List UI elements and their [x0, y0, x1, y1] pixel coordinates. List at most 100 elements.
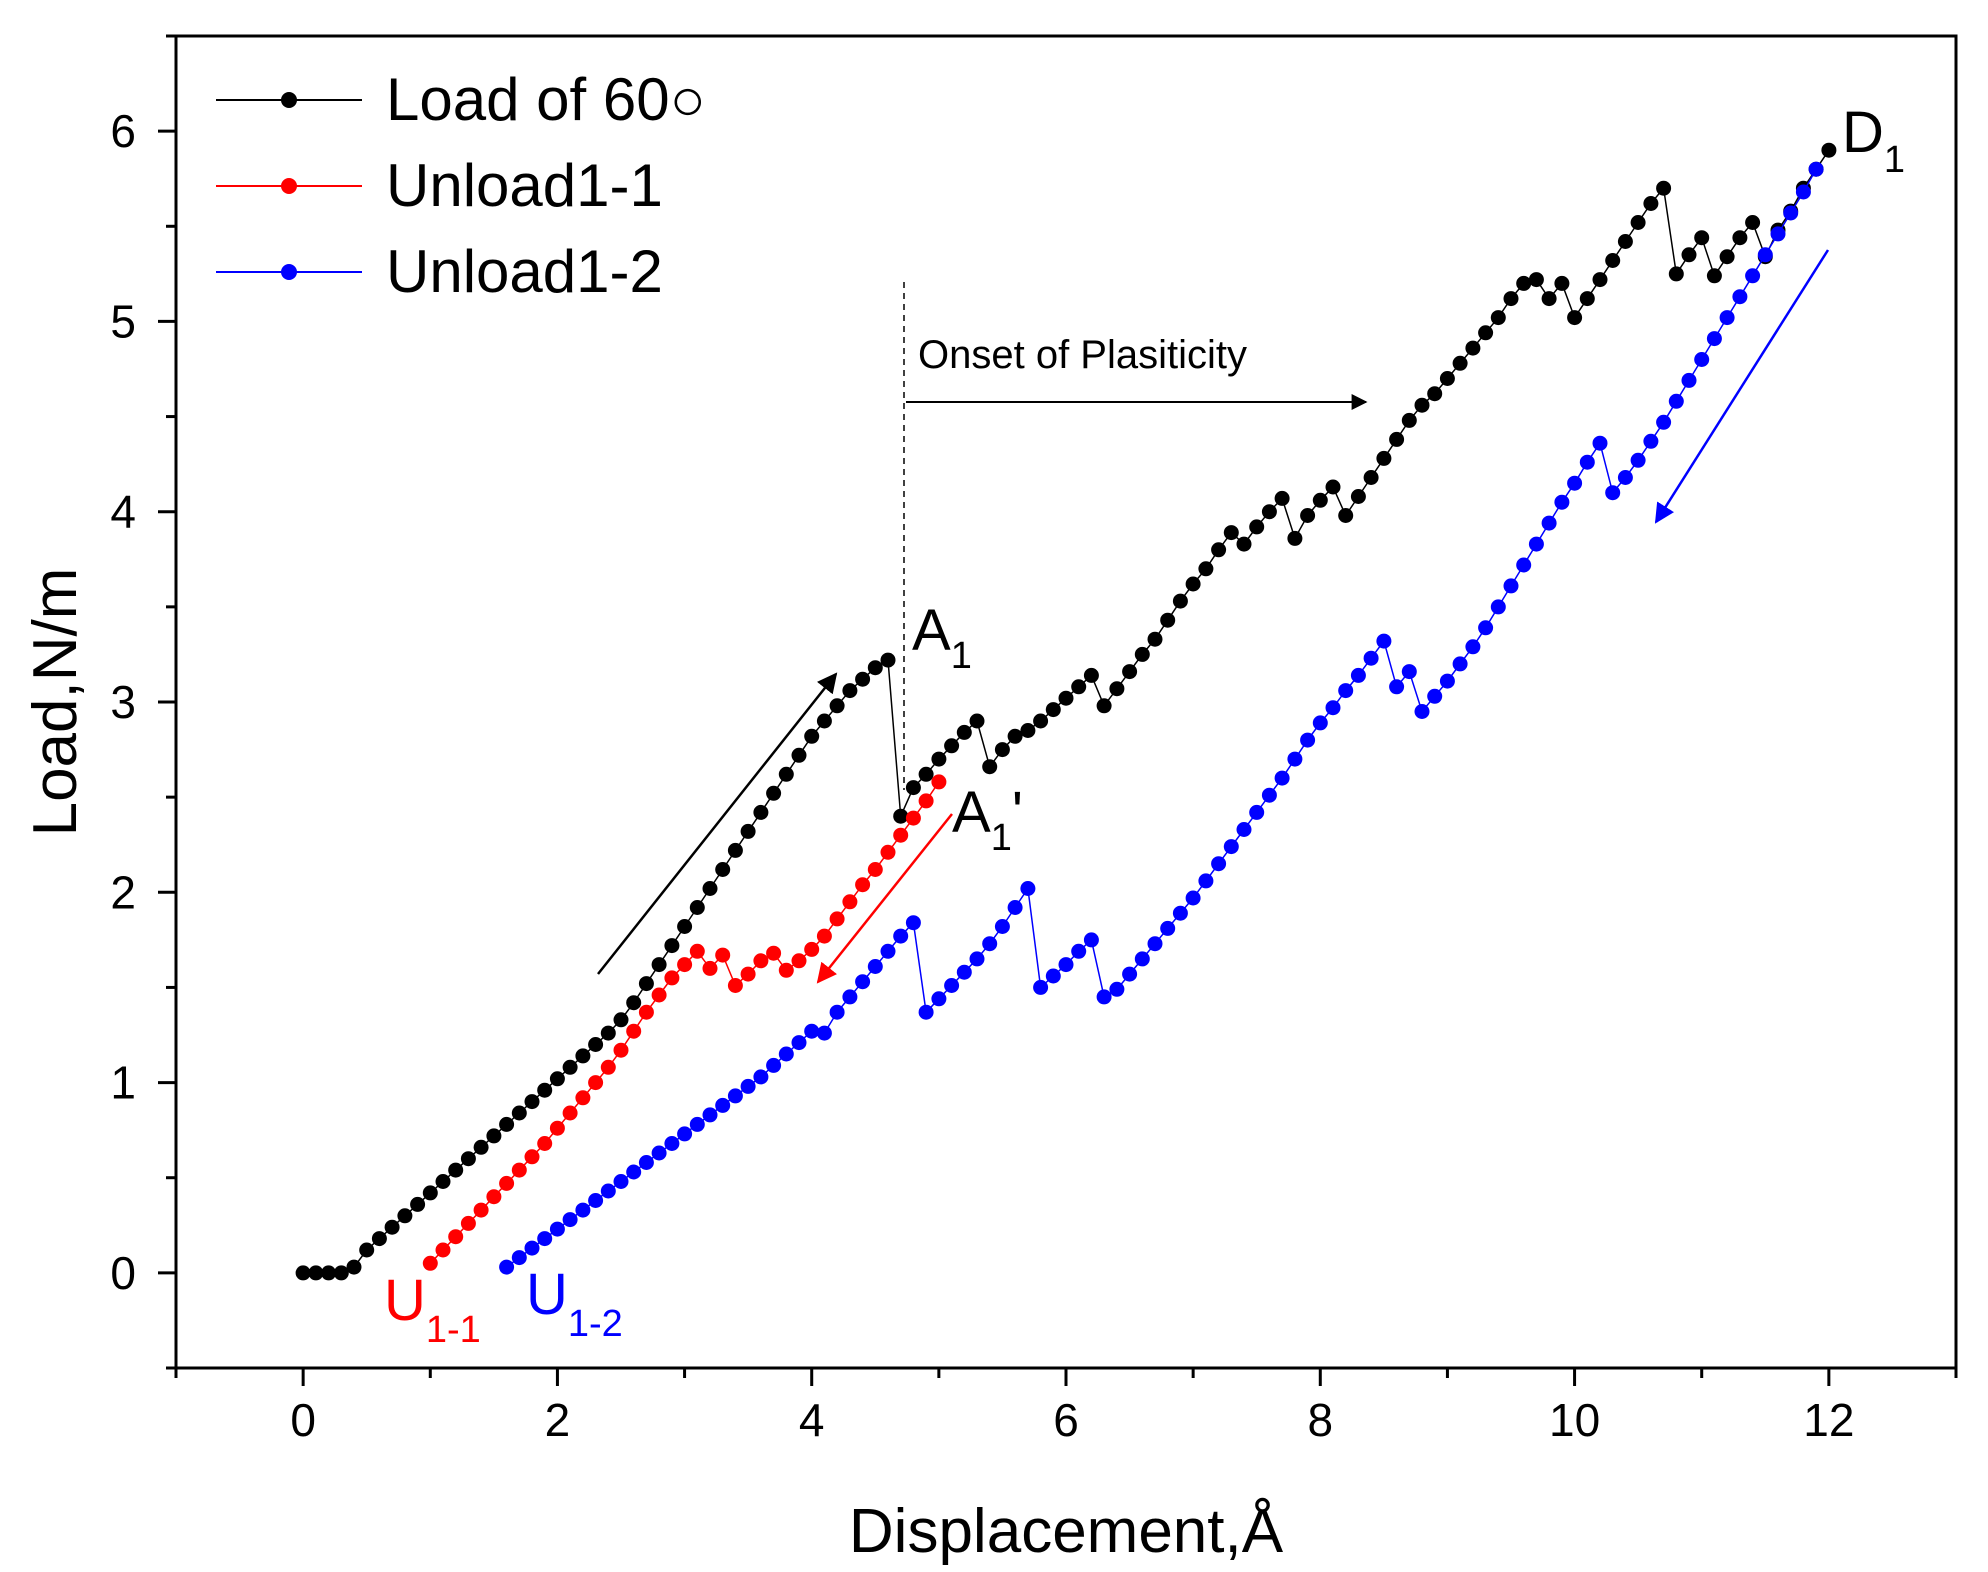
legend-label-load: Load of 60○: [386, 66, 706, 133]
series-2-point: [1389, 679, 1405, 695]
unload1-2-direction-arrow: [1654, 249, 1830, 524]
series-1-point: [677, 957, 693, 973]
series-0-point: [1439, 371, 1455, 386]
series-2-point: [626, 1164, 642, 1180]
label-A1-main: A: [912, 598, 951, 663]
series-2-point: [575, 1202, 591, 1218]
series-1-point: [893, 827, 909, 843]
series-1-point: [931, 774, 947, 790]
series-0-point: [460, 1151, 476, 1167]
series-0-point: [905, 780, 921, 796]
series-2-point: [1274, 770, 1290, 786]
series-0-point: [1160, 612, 1176, 628]
legend-label-unload1-2: Unload1-2: [386, 238, 663, 305]
series-0-point: [397, 1208, 413, 1224]
series-0-point: [638, 976, 654, 992]
series-0-point: [1185, 576, 1201, 592]
label-D1-main: D: [1842, 100, 1884, 165]
series-0-point: [664, 938, 680, 954]
series-1-point: [524, 1149, 540, 1165]
x-tick-label: 2: [545, 1394, 571, 1446]
legend-entry-unload1-2: Unload1-2: [216, 238, 663, 305]
series-0-point: [410, 1196, 426, 1212]
label-U1-1: U1-1: [384, 1268, 481, 1351]
series-1-point: [867, 862, 883, 877]
series-0-point: [918, 766, 934, 782]
series-1-point: [778, 962, 794, 978]
series-2-point: [1694, 352, 1710, 367]
series-2-point: [1706, 331, 1722, 347]
series-1-point: [740, 966, 756, 982]
series-2-point: [855, 974, 871, 990]
series-0-point: [1096, 698, 1112, 714]
label-A1-prime-main: A: [952, 780, 991, 845]
series-0-point: [829, 698, 845, 714]
label-U1-1-main: U: [384, 1268, 426, 1333]
series-2-point: [1363, 650, 1379, 666]
series-2-point: [918, 1004, 934, 1020]
series-2-point: [1732, 289, 1748, 305]
series-1-point: [855, 877, 871, 893]
series-0-point: [1350, 489, 1366, 504]
series-2-point: [537, 1231, 553, 1247]
label-A1-prime-suffix: ': [1012, 780, 1023, 845]
series-0-point: [1643, 196, 1659, 211]
series-2-point: [1465, 639, 1481, 655]
series-1-point: [905, 810, 921, 826]
series-1-point: [600, 1059, 616, 1075]
series-0-point: [524, 1094, 540, 1110]
series-2-point: [1427, 688, 1443, 704]
series-0-point: [1020, 723, 1036, 738]
series-0-point: [1211, 542, 1227, 558]
series-0-point: [346, 1259, 362, 1275]
series-2-point: [638, 1155, 654, 1170]
series-2-point: [1401, 664, 1417, 680]
series-1-point: [511, 1162, 527, 1178]
series-2-point: [677, 1126, 693, 1142]
series-2-point: [1071, 943, 1087, 959]
series-2-point: [1122, 966, 1138, 982]
series-0-point: [1554, 275, 1570, 291]
series-0-point: [1261, 504, 1277, 520]
series-2-point: [562, 1212, 578, 1228]
series-2-point: [1045, 968, 1061, 984]
series-1-point: [460, 1215, 476, 1231]
series-1-point: [816, 928, 832, 944]
series-2: [499, 161, 1824, 1275]
series-0-point: [1198, 561, 1214, 577]
series-0-point: [1630, 215, 1646, 230]
series-1-point: [626, 1023, 642, 1039]
series-0-point: [1516, 275, 1532, 291]
series-2-point: [1236, 822, 1252, 837]
series-2-point: [1516, 557, 1532, 573]
series-1-point: [422, 1255, 438, 1271]
onset-label: Onset of Plasiticity: [918, 333, 1247, 377]
series-1-point: [664, 970, 680, 986]
series-0-point: [1147, 631, 1163, 647]
series-1-point: [702, 960, 718, 976]
series-0-point: [702, 881, 718, 896]
label-A1: A1: [912, 598, 972, 677]
series-0-point: [1452, 355, 1468, 371]
series-2-point: [1338, 683, 1354, 699]
series-2-point: [931, 991, 947, 1007]
x-axis-title: Displacement,Å: [849, 1497, 1284, 1566]
series-1-point: [613, 1042, 629, 1058]
legend: Load of 60○ Unload1-1 Unload1-2: [216, 66, 706, 305]
label-A1-prime: A1': [952, 780, 1023, 859]
series-1-point: [766, 945, 782, 961]
series-0-point: [1706, 268, 1722, 284]
series-2-point: [1579, 454, 1595, 470]
series-2-point: [1261, 787, 1277, 803]
series-0-point: [740, 823, 756, 839]
legend-marker-unload1-1: [281, 178, 297, 194]
series-0-point: [1033, 713, 1049, 729]
series-2-point: [1249, 804, 1265, 820]
series-0-point: [333, 1265, 349, 1281]
series-1-point: [638, 1004, 654, 1020]
loading-direction-arrow: [597, 672, 838, 975]
series-0-point: [1719, 249, 1735, 265]
series-2-point: [1300, 732, 1316, 748]
series-2-point: [753, 1069, 769, 1085]
y-tick-label: 1: [110, 1057, 136, 1109]
